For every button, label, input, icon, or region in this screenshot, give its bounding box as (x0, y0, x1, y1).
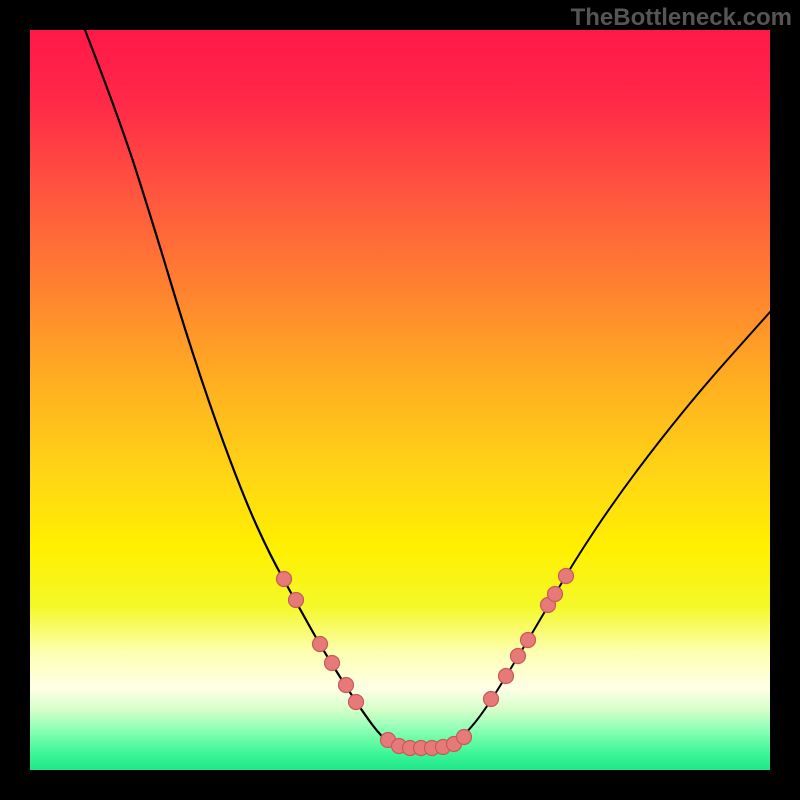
marker-right (499, 669, 514, 684)
bottleneck-chart (0, 0, 800, 800)
marker-left (339, 678, 354, 693)
marker-left (313, 637, 328, 652)
gradient-background (30, 30, 770, 770)
marker-left (289, 593, 304, 608)
marker-right (521, 633, 536, 648)
marker-right (548, 587, 563, 602)
marker-left (277, 572, 292, 587)
marker-left (325, 656, 340, 671)
marker-bottom (457, 730, 472, 745)
marker-right (511, 649, 526, 664)
marker-left (349, 695, 364, 710)
watermark-text: TheBottleneck.com (571, 4, 792, 32)
chart-container: TheBottleneck.com (0, 0, 800, 800)
marker-right (559, 569, 574, 584)
marker-right (484, 692, 499, 707)
